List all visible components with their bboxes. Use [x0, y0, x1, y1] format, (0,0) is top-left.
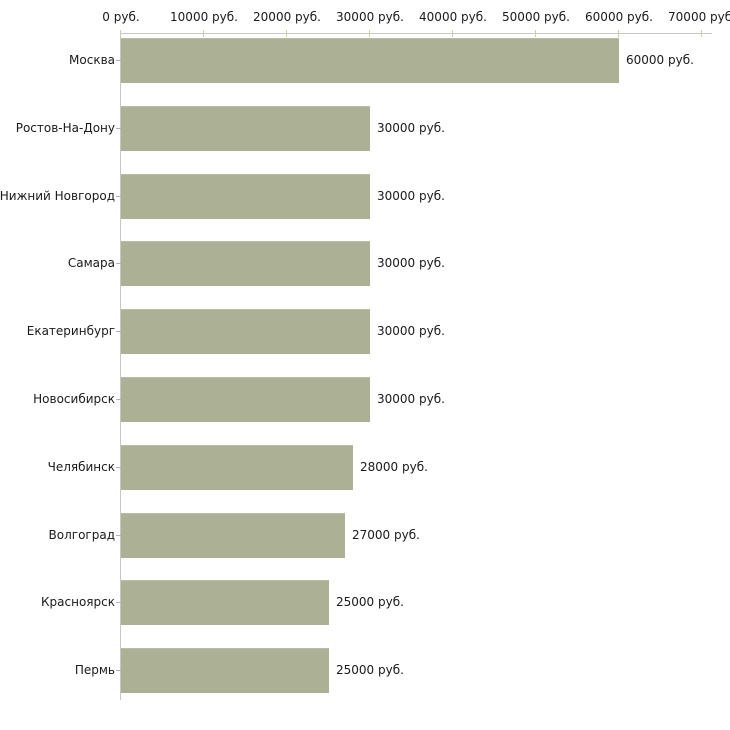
bar-row: Новосибирск 30000 руб. — [33, 377, 712, 422]
x-axis-tick-mark — [120, 30, 121, 37]
bar — [121, 512, 345, 558]
value-label: 27000 руб. — [352, 527, 420, 542]
category-label: Самара — [67, 256, 115, 271]
bar — [121, 377, 370, 422]
x-axis-tick-label: 20000 руб. — [253, 10, 321, 24]
bar-row: Москва 60000 руб. — [69, 38, 712, 83]
x-axis-tick-mark — [369, 30, 370, 37]
x-axis-tick-label: 50000 руб. — [502, 10, 570, 24]
category-tick-mark — [116, 534, 121, 536]
x-axis-tick-label: 40000 руб. — [419, 10, 487, 24]
category-tick-mark — [116, 195, 121, 197]
x-axis-tick-mark — [203, 30, 204, 37]
category-tick-mark — [116, 127, 121, 129]
value-label: 28000 руб. — [360, 459, 428, 474]
x-axis-tick-mark — [701, 30, 702, 37]
value-label: 25000 руб. — [336, 595, 404, 610]
bar-row: Ростов-На-Дону 30000 руб. — [16, 105, 712, 151]
value-label: 25000 руб. — [336, 663, 404, 678]
value-label: 30000 руб. — [377, 256, 445, 271]
bar-row: Нижний Новгород 30000 руб. — [0, 173, 712, 219]
x-axis-tick-mark — [452, 30, 453, 37]
bar — [121, 648, 329, 694]
category-label: Челябинск — [47, 459, 115, 474]
plot-area: Москва 60000 руб. Ростов-На-Дону 30000 руб.… — [0, 30, 712, 730]
x-axis-tick-label: 60000 руб. — [585, 10, 653, 24]
category-label: Новосибирск — [33, 392, 115, 406]
category-label: Пермь — [74, 663, 115, 678]
bar — [121, 38, 619, 83]
category-label: Москва — [69, 53, 115, 67]
x-axis-tick-mark — [618, 30, 619, 37]
x-axis-tick-mark — [286, 30, 287, 37]
bar — [121, 580, 329, 626]
bar-row: Волгоград 27000 руб. — [49, 512, 712, 558]
x-axis-tick-label: 10000 руб. — [170, 10, 238, 24]
value-label: 30000 руб. — [377, 392, 445, 406]
x-axis-tick-label: 70000 руб. — [668, 10, 730, 24]
bar — [121, 173, 370, 219]
category-tick-mark — [116, 331, 121, 333]
y-axis-line — [120, 33, 121, 700]
category-tick-mark — [116, 602, 121, 604]
category-label: Нижний Новгород — [0, 188, 115, 203]
category-tick-mark — [116, 399, 121, 400]
bar — [121, 444, 353, 490]
value-label: 30000 руб. — [377, 120, 445, 135]
category-label: Ростов-На-Дону — [15, 120, 115, 135]
category-tick-mark — [116, 263, 121, 265]
category-label: Красноярск — [41, 595, 115, 610]
value-label: 60000 руб. — [626, 53, 694, 67]
x-axis-tick-label: 0 руб. — [102, 10, 140, 24]
bar-row: Красноярск 25000 руб. — [41, 580, 712, 626]
bar — [121, 241, 370, 287]
x-axis-tick-mark — [535, 30, 536, 37]
x-axis-tick-label: 30000 руб. — [336, 10, 404, 24]
value-label: 30000 руб. — [377, 188, 445, 203]
x-axis-line — [120, 33, 712, 34]
bar-row: Челябинск 28000 руб. — [48, 444, 712, 490]
bar-row: Самара 30000 руб. — [68, 241, 712, 287]
category-tick-mark — [116, 670, 121, 672]
bar — [121, 105, 370, 151]
category-label: Волгоград — [48, 527, 115, 542]
value-label: 30000 руб. — [377, 324, 445, 339]
bar — [121, 309, 370, 355]
bar-row: Пермь 25000 руб. — [75, 648, 712, 694]
category-label: Екатеринбург — [26, 324, 115, 339]
category-tick-mark — [116, 466, 121, 468]
category-tick-mark — [116, 60, 121, 61]
bar-row: Екатеринбург 30000 руб. — [27, 309, 712, 355]
